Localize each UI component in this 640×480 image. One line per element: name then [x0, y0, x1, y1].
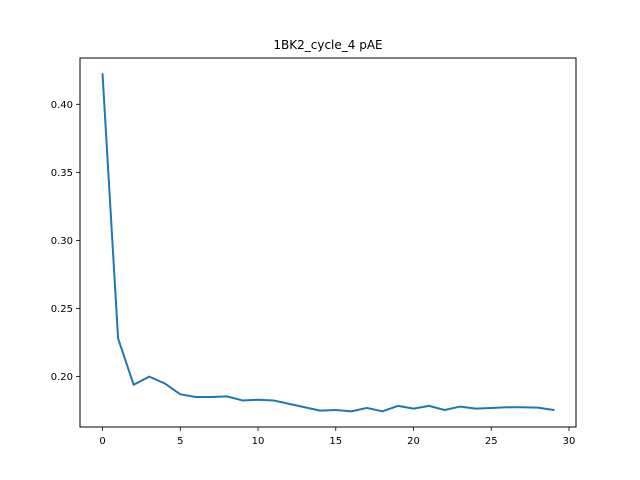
chart-title: 1BK2_cycle_4 pAE — [273, 38, 382, 52]
x-axis-ticks: 0 5 10 15 20 25 30 — [99, 427, 575, 447]
y-tick-label: 0.35 — [51, 168, 73, 179]
x-tick-label: 25 — [485, 436, 498, 447]
y-tick-label: 0.20 — [51, 372, 73, 383]
x-tick-label: 15 — [329, 436, 342, 447]
plot-frame — [79, 57, 577, 428]
x-tick-label: 20 — [407, 436, 420, 447]
series-line — [101, 73, 555, 413]
x-tick-label: 0 — [99, 436, 105, 447]
y-axis-ticks: 0.20 0.25 0.30 0.35 0.40 — [51, 100, 80, 383]
x-tick-label: 30 — [563, 436, 576, 447]
y-tick-label: 0.25 — [51, 304, 73, 315]
y-tick-label: 0.40 — [51, 100, 73, 111]
x-tick-label: 5 — [177, 436, 183, 447]
y-tick-label: 0.30 — [51, 236, 73, 247]
x-tick-label: 10 — [252, 436, 265, 447]
